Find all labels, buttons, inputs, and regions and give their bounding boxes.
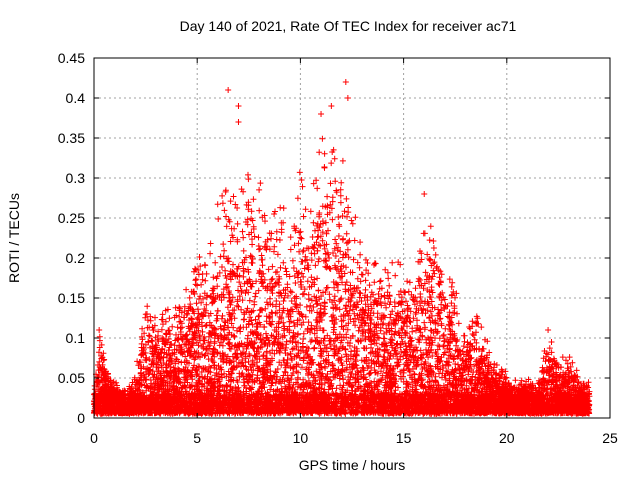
y-tick-label: 0.45 bbox=[58, 50, 85, 66]
y-tick-label: 0 bbox=[77, 410, 85, 426]
data-points bbox=[91, 79, 593, 417]
y-tick-label: 0.35 bbox=[58, 130, 85, 146]
y-tick-label: 0.4 bbox=[66, 90, 86, 106]
y-tick-label: 0.25 bbox=[58, 210, 85, 226]
outlier-point bbox=[342, 79, 349, 85]
y-tick-labels: 0 0.05 0.1 0.15 0.2 0.25 0.3 0.35 0.4 0.45 bbox=[58, 50, 85, 426]
chart-title: Day 140 of 2021, Rate Of TEC Index for r… bbox=[180, 18, 517, 34]
x-tick-labels: 0 5 10 15 20 25 bbox=[90, 430, 618, 446]
plot-frame bbox=[93, 57, 611, 419]
outlier-point bbox=[225, 87, 232, 93]
x-tick-label: 5 bbox=[193, 430, 201, 446]
outlier-point bbox=[344, 95, 351, 101]
x-tick-label: 20 bbox=[499, 430, 515, 446]
outlier-point bbox=[235, 103, 242, 109]
outlier-point bbox=[421, 191, 428, 197]
roti-points bbox=[91, 135, 593, 417]
x-tick-label: 10 bbox=[293, 430, 309, 446]
outlier-point bbox=[318, 111, 325, 117]
outlier-point bbox=[545, 327, 552, 333]
axis-ticks bbox=[93, 57, 611, 419]
outlier-point bbox=[96, 327, 103, 333]
y-tick-label: 0.05 bbox=[58, 370, 85, 386]
y-tick-label: 0.1 bbox=[66, 330, 86, 346]
x-axis-label: GPS time / hours bbox=[299, 457, 406, 473]
y-tick-label: 0.2 bbox=[66, 250, 86, 266]
y-axis-label: ROTI / TECUs bbox=[6, 193, 22, 283]
y-tick-label: 0.15 bbox=[58, 290, 85, 306]
outlier-point bbox=[328, 103, 335, 109]
x-tick-label: 0 bbox=[90, 430, 98, 446]
y-tick-label: 0.3 bbox=[66, 170, 86, 186]
x-tick-label: 25 bbox=[602, 430, 618, 446]
x-tick-label: 15 bbox=[396, 430, 412, 446]
outlier-point bbox=[235, 119, 242, 125]
